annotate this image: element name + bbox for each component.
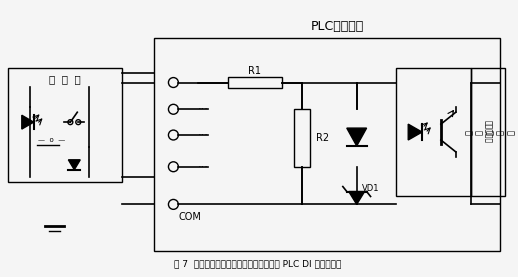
Text: VD1: VD1 xyxy=(362,184,379,193)
Bar xyxy=(228,76,282,88)
Text: —  o  —: — o — xyxy=(38,137,65,143)
Bar xyxy=(294,109,310,167)
Text: 路  电  主: 路 电 主 xyxy=(49,75,81,84)
Polygon shape xyxy=(22,115,34,129)
Polygon shape xyxy=(347,128,367,146)
Text: ···: ··· xyxy=(198,130,209,140)
Bar xyxy=(153,38,500,251)
Text: 光耦隔离器: 光耦隔离器 xyxy=(483,120,492,143)
Text: R2: R2 xyxy=(316,133,329,143)
Text: 图 7  直流两线制开关量仪表与漏型拉电流 PLC DI 模块的接线: 图 7 直流两线制开关量仪表与漏型拉电流 PLC DI 模块的接线 xyxy=(174,259,341,268)
Text: ···: ··· xyxy=(198,104,209,114)
Text: ···: ··· xyxy=(198,162,209,172)
Polygon shape xyxy=(349,191,365,204)
Polygon shape xyxy=(408,124,422,140)
Bar xyxy=(396,68,471,196)
Text: 光
耦
隔
离
器: 光 耦 隔 离 器 xyxy=(463,130,514,135)
Text: COM: COM xyxy=(178,212,201,222)
Text: R1: R1 xyxy=(248,66,261,76)
Bar xyxy=(471,68,506,196)
Text: PLC内部接线: PLC内部接线 xyxy=(310,20,364,32)
Bar xyxy=(8,68,122,182)
Polygon shape xyxy=(68,160,80,170)
